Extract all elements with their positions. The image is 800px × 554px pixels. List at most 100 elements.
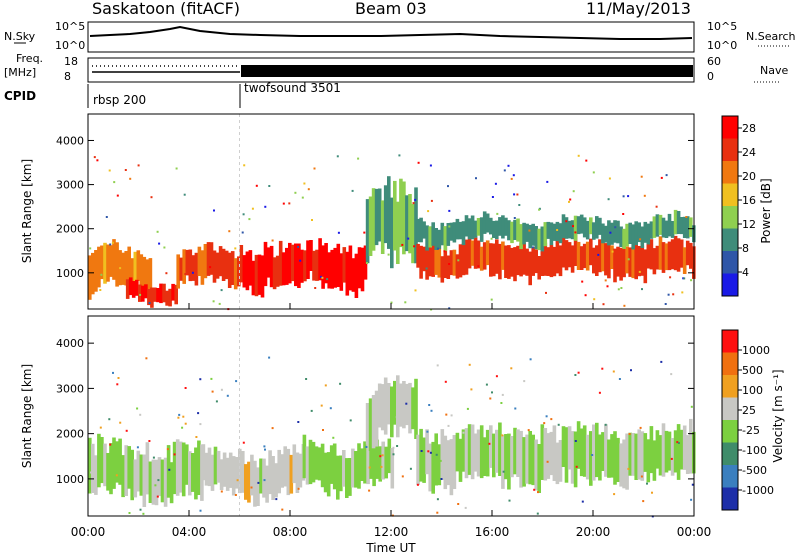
power-cbar-tick-label-1: 8 [742,242,749,255]
power-colorbar-segment-1 [722,251,738,274]
velocity-colorbar-label: Velocity [m s⁻¹] [771,369,785,462]
power-colorbar-frame [721,115,739,297]
freq-label-2: [MHz] [4,66,36,79]
power-ytick-label-1: 2000 [56,223,84,236]
power-band-5 [416,234,696,286]
xtick-label-5: 20:00 [576,525,611,539]
power-ylabel: Slant Range [km] [20,159,34,263]
xtick-label-2: 08:00 [273,525,308,539]
power-colorbar-segment-6 [722,138,738,161]
nave-label: Nave [760,64,788,77]
station-title: Saskatoon (fitACF) [92,0,240,18]
power-ytick-label-2: 3000 [56,179,84,192]
vel-cbar-tick-label-6: -500 [742,464,767,477]
xtick-label-4: 16:00 [475,525,510,539]
vel-colorbar-segment-3 [722,420,738,443]
vel-ytick-label-0: 1000 [56,473,84,486]
time-x-axis: 00:00 04:00 08:00 12:00 16:00 20:00 00:00 [71,303,712,539]
power-colorbar-segment-4 [722,183,738,206]
vel-cbar-tick-label-4: -25 [742,424,760,437]
vel-ytick-label-1: 2000 [56,428,84,441]
vel-colorbar-segment-5 [722,375,738,398]
power-colorbar-segment-0 [722,273,738,296]
nsearch-tick-bottom: 10^0 [707,39,737,52]
freq-panel: Freq. [MHz] 18 8 60 0 Nave [4,52,788,83]
xtick-label-1: 04:00 [172,525,207,539]
cpid-row: CPID rbsp 200 twofsound 3501 [4,81,341,108]
power-band-2 [176,242,241,290]
vel-ytick-label-2: 3000 [56,382,84,395]
power-panel: Slant Range [km] 1000 2000 3000 4000 4 8 12 16… [20,113,773,311]
cpid-segment-1: rbsp 200 [93,93,146,107]
vel-band-2 [302,434,395,500]
power-ytick-label-0: 1000 [56,267,84,280]
velocity-colorbar: 1000 500 100 25 -25 -100 -500 -1000 [721,329,774,511]
velocity-heatmap [88,316,696,518]
freq-tick-bottom: 8 [64,70,71,83]
power-colorbar-segment-2 [722,228,738,251]
power-colorbar-label: Power [dB] [759,178,773,243]
time-xlabel: Time UT [365,541,416,554]
power-band-1 [125,277,178,308]
vel-cbar-tick-label-0: 1000 [742,344,770,357]
xtick-label-6: 00:00 [677,525,712,539]
power-ytick-label-3: 4000 [56,134,84,147]
power-colorbar-segment-7 [722,116,738,139]
vel-colorbar-frame [721,329,739,511]
vel-colorbar-segment-4 [722,397,738,420]
vel-band-4 [416,418,696,496]
power-cbar-tick-label-0: 4 [742,266,749,279]
cpid-segment-2: twofsound 3501 [244,81,341,95]
vel-ytick-label-3: 4000 [56,337,84,350]
nsky-label: N.Sky [4,30,36,43]
vel-colorbar-segment-2 [722,442,738,465]
power-cbar-tick-label-3: 16 [742,194,756,207]
nsky-tick-top: 10^5 [55,20,85,33]
power-colorbar-segment-3 [722,206,738,229]
power-heatmap [88,114,696,311]
power-y-axis: 1000 2000 3000 4000 [56,134,694,280]
vel-noise [90,356,694,518]
vel-cbar-tick-label-1: 500 [742,364,763,377]
nsky-tick-bottom: 10^0 [55,39,85,52]
velocity-y-axis: 1000 2000 3000 4000 [56,337,694,486]
xtick-label-3: 12:00 [374,525,409,539]
velocity-panel: Slant Range [km] 1000 2000 3000 4000 1000 50… [20,315,785,518]
vel-colorbar-segment-7 [722,330,738,353]
power-band-0 [88,239,153,300]
nave-tick-top: 60 [707,55,721,68]
vel-band-0 [88,433,204,507]
vel-cbar-tick-label-2: 100 [742,384,763,397]
freq-block [241,65,693,77]
vel-band-1 [201,444,306,507]
power-colorbar: 4 8 12 16 20 24 28 [721,115,756,297]
freq-label-1: Freq. [16,52,43,65]
vel-band-3 [365,375,418,451]
vel-cbar-tick-label-5: -100 [742,444,767,457]
nsearch-label: N.Search [746,30,796,43]
velocity-ylabel: Slant Range [km] [20,364,34,468]
nsearch-tick-top: 10^5 [707,20,737,33]
date-title: 11/May/2013 [586,0,691,18]
power-band-6 [416,209,696,252]
vel-cbar-tick-label-3: 25 [742,404,756,417]
vel-colorbar-segment-0 [722,487,738,510]
xtick-label-0: 00:00 [71,525,106,539]
freq-tick-top: 18 [64,55,78,68]
power-noise [89,154,693,311]
cpid-label: CPID [4,89,36,103]
power-cbar-tick-label-5: 24 [742,146,756,159]
nave-tick-bottom: 0 [707,70,714,83]
beam-title: Beam 03 [355,0,427,18]
power-cbar-tick-label-4: 20 [742,170,756,183]
vel-cbar-tick-label-7: -1000 [742,484,774,497]
power-band-3 [239,238,368,298]
vel-colorbar-segment-1 [722,465,738,488]
power-cbar-tick-label-2: 12 [742,218,756,231]
nsky-panel: N.Sky 10^5 10^0 10^5 10^0 N.Search [4,20,796,53]
nsky-line [89,25,693,40]
power-cbar-tick-label-6: 28 [742,122,756,135]
power-band-4 [365,176,418,269]
vel-colorbar-segment-6 [722,352,738,375]
